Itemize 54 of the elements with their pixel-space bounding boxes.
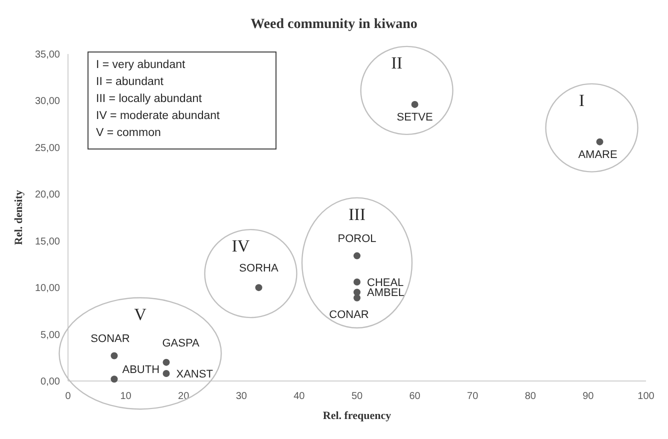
- annotation: SORHA: [239, 262, 279, 275]
- annotation: CHEAL: [367, 276, 404, 289]
- annotation: III = locally abundant: [96, 93, 203, 105]
- x-tick-label: 70: [467, 391, 479, 402]
- x-tick-label: 80: [524, 391, 536, 402]
- x-tick-label: 40: [294, 391, 306, 402]
- annotation: XANST: [176, 368, 214, 381]
- point: [162, 358, 170, 366]
- annotation: II = abundant: [96, 76, 164, 88]
- text: V: [134, 304, 148, 324]
- y-tick-label: 35,00: [34, 50, 60, 60]
- annotation: POROL: [338, 232, 376, 245]
- x-tick-label: 0: [65, 391, 72, 402]
- annotation: CONAR: [329, 308, 369, 321]
- y-tick-label: 25,00: [34, 142, 60, 154]
- annotation: AMBEL: [367, 287, 404, 300]
- series-label: I: [578, 90, 585, 110]
- x-tick-label: 10: [120, 391, 132, 402]
- point: [110, 376, 118, 383]
- x-axis-title: Rel. frequency: [322, 410, 392, 422]
- point: [411, 100, 418, 108]
- y-tick-label: 5,00: [40, 330, 60, 341]
- point: [354, 252, 360, 260]
- x-tick-label: 90: [582, 391, 594, 402]
- x-tick-label: 60: [409, 391, 421, 402]
- y-tick-label: 10,00: [34, 283, 60, 294]
- annotation: V = common: [96, 127, 161, 139]
- annotation: AMARE: [578, 148, 618, 161]
- y-tick-label: 15,00: [34, 236, 60, 248]
- y-tick-label: 0,00: [40, 376, 60, 388]
- annotation: I = very abundant: [96, 59, 186, 71]
- point: [354, 294, 360, 302]
- series-label: III: [348, 204, 366, 224]
- series-label: II: [391, 53, 403, 72]
- x-tick-label: 50: [351, 391, 363, 402]
- point: [255, 284, 262, 292]
- annotation: ABUTH: [122, 364, 160, 376]
- point: [354, 288, 360, 296]
- y-tick-label: 30,00: [34, 96, 60, 108]
- x-tick-label: 20: [178, 391, 190, 402]
- annotation: IV = moderate abundant: [96, 110, 221, 122]
- point: [596, 138, 604, 146]
- x-tick-label: 30: [236, 391, 248, 402]
- annotation: SETVE: [396, 111, 433, 124]
- point: [354, 278, 360, 286]
- point: [110, 352, 118, 360]
- series-label: IV: [232, 236, 250, 256]
- y-axis-title: Rel. density: [13, 190, 25, 245]
- chart-title: Weed community in kiwano: [250, 17, 418, 32]
- y-tick-label: 20,00: [34, 190, 60, 201]
- annotation: SONAR: [90, 332, 130, 345]
- x-tick-label: 100: [638, 391, 655, 402]
- annotation: GASPA: [162, 337, 200, 350]
- point: [162, 370, 170, 378]
